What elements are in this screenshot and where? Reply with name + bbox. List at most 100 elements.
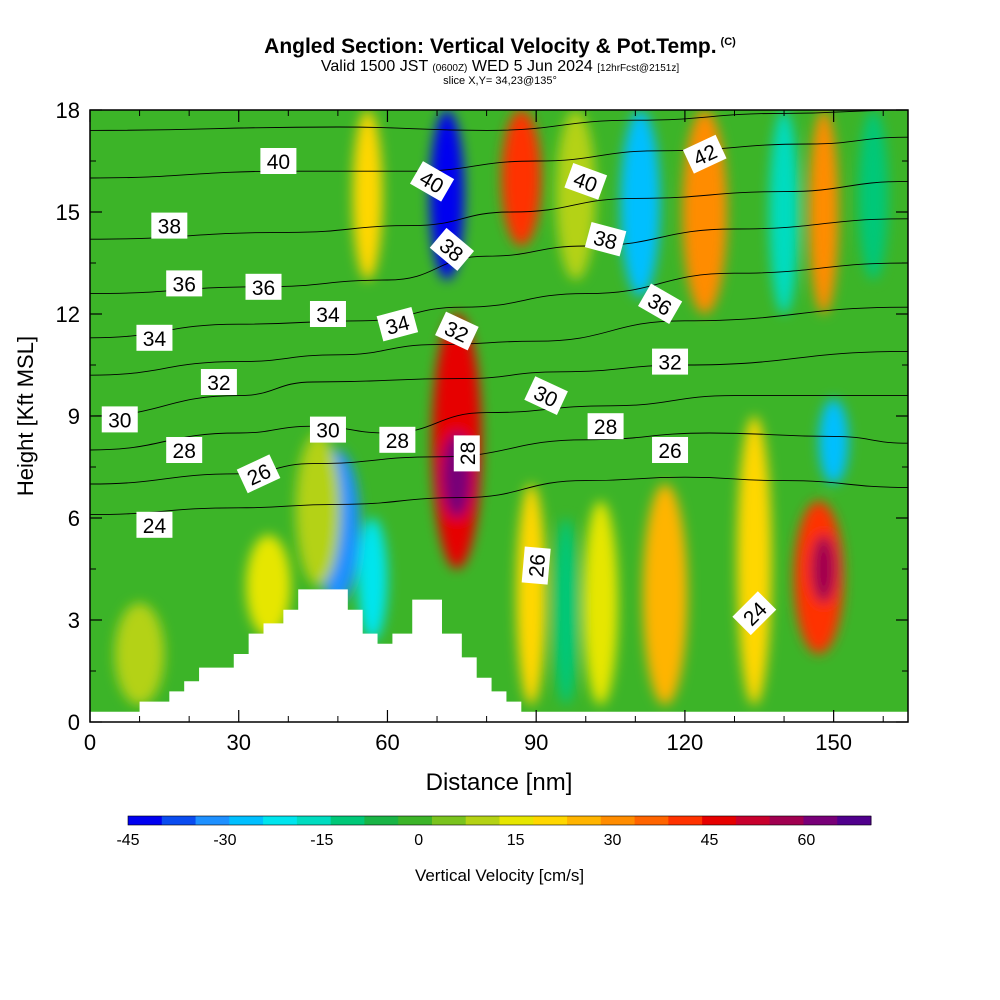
x-tick-label: 150 xyxy=(815,730,852,755)
contour-label-text: 32 xyxy=(658,352,681,375)
colorbar-swatch xyxy=(702,816,737,825)
isentrope-line xyxy=(90,395,908,451)
contour-label-text: 40 xyxy=(267,151,290,174)
colorbar-swatch xyxy=(769,816,804,825)
contour-label: 30 xyxy=(524,376,568,415)
colorbar-tick-label: -15 xyxy=(310,832,333,849)
contour-label-box xyxy=(200,369,237,395)
colorbar-tick-label: 45 xyxy=(701,832,719,849)
velocity-cell xyxy=(556,110,596,280)
contour-label-box xyxy=(564,163,608,200)
contour-label: 28 xyxy=(379,426,416,453)
x-tick-label: 90 xyxy=(524,730,548,755)
contour-label-box xyxy=(409,161,455,202)
contour-label-text: 28 xyxy=(594,416,617,439)
y-tick-label: 3 xyxy=(68,608,80,633)
velocity-cell xyxy=(516,484,547,705)
colorbar-tick-label: 30 xyxy=(604,832,622,849)
contour-label: 26 xyxy=(236,454,281,494)
colorbar-swatch xyxy=(229,816,264,825)
contour-label-box xyxy=(136,511,173,538)
contour-label-box xyxy=(151,212,188,239)
contour-label-text: 36 xyxy=(252,277,275,300)
contour-label-text: 30 xyxy=(108,409,131,432)
contour-label-box xyxy=(245,273,282,300)
colorbar-tick-label: 15 xyxy=(507,832,525,849)
contour-label: 26 xyxy=(521,546,551,585)
velocity-cell xyxy=(642,484,688,705)
velocity-cell xyxy=(352,110,383,280)
colorbar-tick-label: 0 xyxy=(414,832,423,849)
contour-label-box xyxy=(376,306,419,342)
colorbar-swatch xyxy=(567,816,602,825)
contour-label: 32 xyxy=(200,369,237,395)
velocity-cell xyxy=(553,518,579,705)
contour-label-text: 24 xyxy=(143,515,167,538)
isentrope-line xyxy=(90,110,908,131)
y-tick-label: 0 xyxy=(68,710,80,735)
x-tick-label: 0 xyxy=(84,730,96,755)
contour-label-box xyxy=(101,406,138,433)
colorbar-swatch xyxy=(296,816,332,825)
colorbar-label: Vertical Velocity [cm/s] xyxy=(415,866,584,885)
contour-label-box xyxy=(521,546,551,585)
colorbar-tick-label: -45 xyxy=(116,832,139,849)
velocity-cell xyxy=(357,518,388,641)
contour-label: 36 xyxy=(245,273,282,300)
velocity-cell xyxy=(620,110,661,297)
contour-label-box xyxy=(638,283,683,325)
contour-label: 26 xyxy=(652,437,689,463)
contour-label-text: 28 xyxy=(457,442,480,465)
colorbar-swatch xyxy=(465,816,500,825)
contour-label-text: 28 xyxy=(386,430,409,453)
contour-label-box xyxy=(584,221,627,257)
colorbar-swatch xyxy=(499,816,534,825)
x-tick-label: 30 xyxy=(226,730,250,755)
x-tick-label: 120 xyxy=(667,730,704,755)
contour-label: 38 xyxy=(584,221,627,257)
x-tick-label: 60 xyxy=(375,730,399,755)
contour-label-text: 30 xyxy=(316,420,339,443)
y-tick-label: 12 xyxy=(56,302,80,327)
contour-label: 40 xyxy=(260,148,297,174)
contour-label: 32 xyxy=(652,348,689,375)
contour-label: 30 xyxy=(101,406,138,433)
velocity-cell xyxy=(769,110,799,314)
contour-label-box xyxy=(524,376,568,415)
contour-label: 34 xyxy=(136,324,173,351)
contour-label-box xyxy=(682,134,727,174)
velocity-cell xyxy=(295,433,341,586)
contour-label-box xyxy=(587,413,624,440)
contour-label-box xyxy=(652,437,689,463)
terrain xyxy=(90,589,908,722)
velocity-cell xyxy=(583,501,618,705)
isentrope-line xyxy=(90,476,908,516)
chart-header: Angled Section: Vertical Velocity & Pot.… xyxy=(0,36,1000,87)
velocity-field xyxy=(114,110,889,705)
colorbar-swatch xyxy=(195,816,230,825)
colorbar-swatch xyxy=(161,816,197,825)
colorbar-swatch xyxy=(398,816,433,825)
contour-label-box xyxy=(435,311,479,351)
isentrope-line xyxy=(90,262,908,339)
velocity-cell xyxy=(818,399,849,484)
y-tick-label: 9 xyxy=(68,404,80,429)
slice-info: slice X,Y= 34,23@135° xyxy=(443,75,557,87)
x-axis-label: Distance [nm] xyxy=(426,769,573,796)
contour-label-text: 28 xyxy=(173,440,196,463)
velocity-cell xyxy=(736,416,772,705)
contour-label-text: 26 xyxy=(525,553,550,578)
contour-label-text: 32 xyxy=(207,372,230,395)
valid-time: Valid 1500 JST (0600Z) WED 5 Jun 2024 [1… xyxy=(320,58,680,75)
contour-label-box xyxy=(379,426,416,453)
contour-label: 30 xyxy=(309,416,346,443)
isentrope-line xyxy=(90,180,908,240)
contour-label-box xyxy=(260,148,297,174)
colorbar-swatch xyxy=(803,816,838,825)
contour-label: 28 xyxy=(587,413,624,440)
colorbar-swatch xyxy=(128,816,163,825)
colorbar-swatch xyxy=(600,816,636,825)
contour-label-text: 38 xyxy=(158,216,181,239)
colorbar-swatch xyxy=(634,816,669,825)
contour-label: 38 xyxy=(151,212,188,239)
